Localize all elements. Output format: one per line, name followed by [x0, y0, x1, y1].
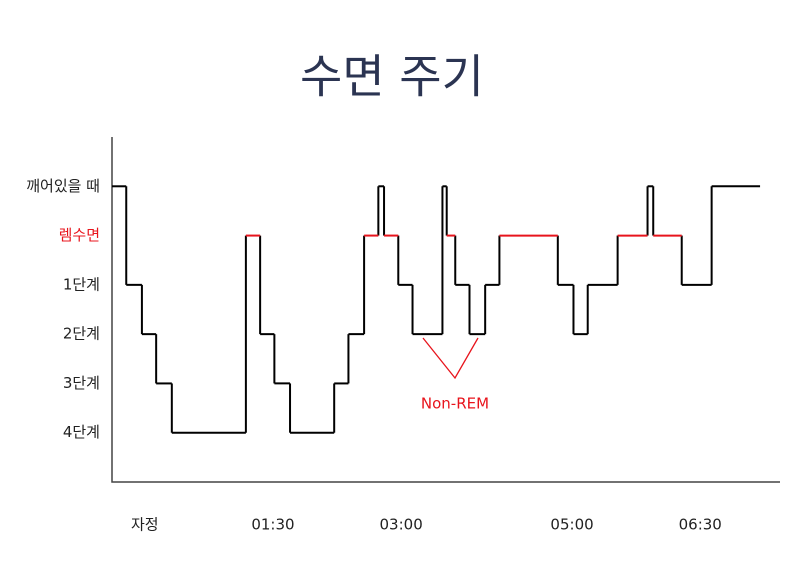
- annotation-arrow: [422, 337, 479, 380]
- y-tick-label: 1단계: [63, 275, 100, 293]
- x-tick-label: 05:00: [550, 516, 593, 534]
- y-tick-label: 3단계: [63, 374, 100, 392]
- chart-title: 수면 주기: [300, 50, 484, 104]
- axes: [111, 137, 780, 483]
- x-tick-label: 01:30: [251, 516, 294, 534]
- y-tick-label: 깨어있을 때: [26, 177, 100, 195]
- y-tick-label: 4단계: [63, 423, 100, 441]
- x-tick-label: 03:00: [380, 516, 423, 534]
- y-tick-label: 2단계: [63, 325, 100, 343]
- x-tick-label: 06:30: [679, 516, 722, 534]
- x-tick-label: 자정: [131, 516, 159, 534]
- y-tick-label: 렘수면: [59, 226, 100, 244]
- annotation: Non-REM: [421, 395, 489, 413]
